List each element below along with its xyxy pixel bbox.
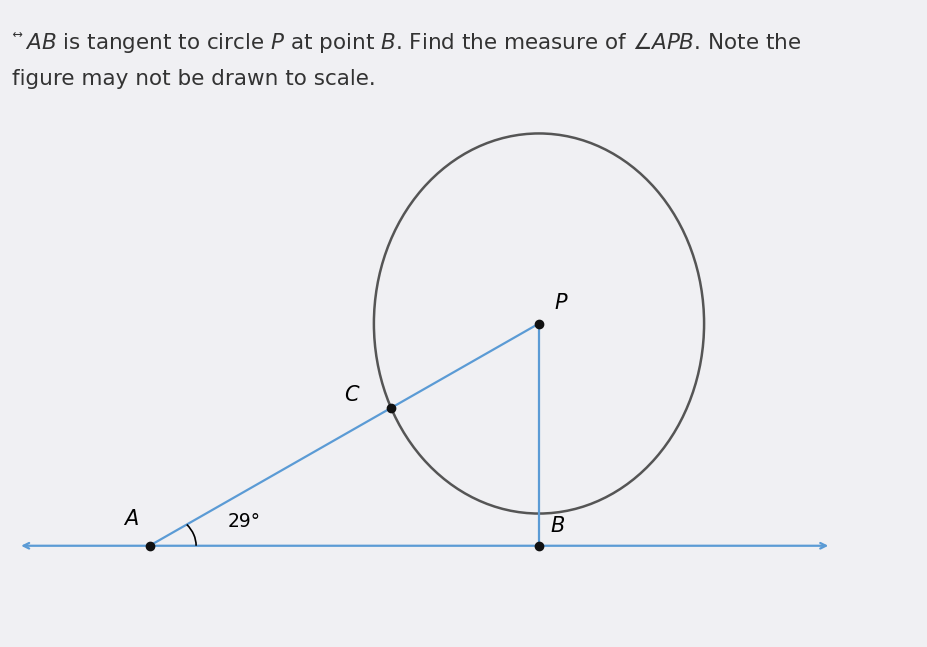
Text: C: C — [344, 386, 359, 406]
Text: B: B — [550, 516, 564, 536]
Text: $\overleftrightarrow{AB}$ is tangent to circle $P$ at point $B$. Find the measur: $\overleftrightarrow{AB}$ is tangent to … — [11, 30, 800, 56]
Text: figure may not be drawn to scale.: figure may not be drawn to scale. — [11, 69, 375, 89]
Text: P: P — [553, 293, 566, 313]
Text: 29°: 29° — [228, 512, 260, 531]
Text: A: A — [124, 509, 138, 529]
